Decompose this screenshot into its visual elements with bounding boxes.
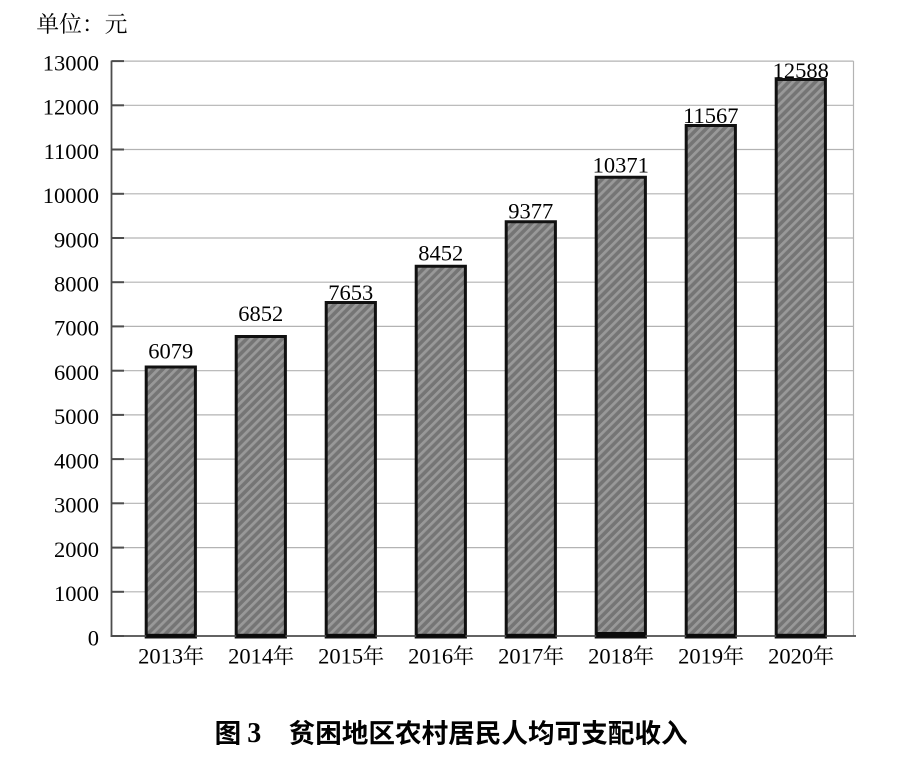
svg-text:0: 0 [88,625,99,650]
svg-text:3000: 3000 [54,493,99,518]
svg-text:12000: 12000 [43,95,99,120]
svg-text:9000: 9000 [54,227,99,252]
svg-text:5000: 5000 [54,404,99,429]
svg-text:2020: 2020 [768,644,813,669]
svg-text:2015: 2015 [318,644,363,669]
svg-text:4000: 4000 [54,448,99,473]
svg-text:7000: 7000 [54,316,99,341]
svg-text:2016: 2016 [408,644,453,669]
svg-text:13000: 13000 [43,50,99,75]
svg-text:10371: 10371 [593,153,649,178]
svg-text:7653: 7653 [328,280,373,305]
svg-text:2014: 2014 [228,644,273,669]
svg-text:8000: 8000 [54,272,99,297]
svg-text:3: 3 [247,718,261,749]
svg-text:10000: 10000 [43,183,99,208]
svg-text:6079: 6079 [148,338,193,363]
svg-text:2018: 2018 [588,644,633,669]
svg-text:2019: 2019 [678,644,723,669]
svg-text:2000: 2000 [54,537,99,562]
svg-text:2017: 2017 [498,644,543,669]
svg-text:12588: 12588 [773,58,829,83]
svg-text:9377: 9377 [508,199,553,224]
svg-text:6000: 6000 [54,360,99,385]
svg-text:6852: 6852 [238,301,283,326]
svg-text:1000: 1000 [54,581,99,606]
svg-text:11000: 11000 [44,139,99,164]
svg-text:2013: 2013 [138,644,183,669]
svg-text:11567: 11567 [683,103,738,128]
svg-text:8452: 8452 [418,240,463,265]
